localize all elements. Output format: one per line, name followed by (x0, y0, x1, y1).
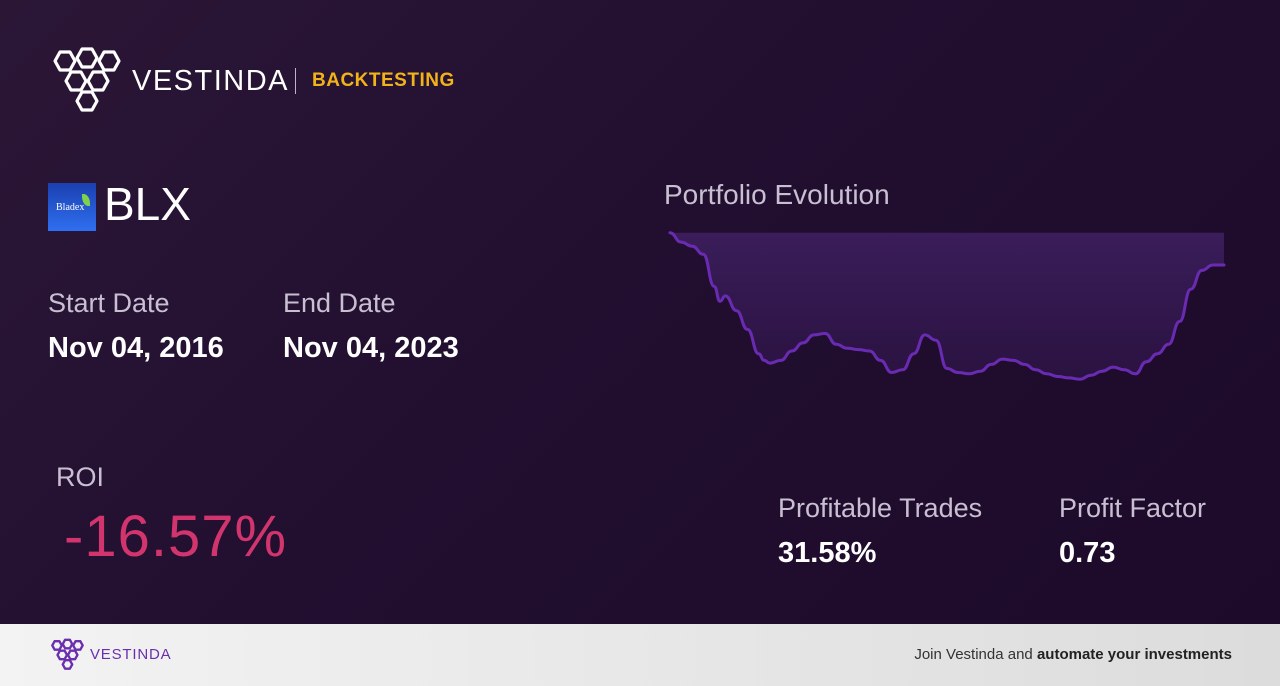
chart-series-line (668, 231, 1226, 381)
end-date-label: End Date (283, 288, 396, 318)
vestinda-hexagon-logo-icon (51, 638, 84, 670)
backtest-card: VESTINDA BACKTESTING Bladex BLX Start Da… (0, 0, 1280, 624)
start-date-label: Start Date (48, 288, 170, 318)
leaf-icon (82, 194, 90, 206)
profitable-trades-label: Profitable Trades (778, 493, 983, 523)
roi-value: -16.57% (64, 504, 288, 569)
profit-factor-value: 0.73 (1059, 537, 1116, 569)
portfolio-evolution-chart (668, 231, 1226, 381)
chart-title: Portfolio Evolution (664, 179, 890, 210)
brand-divider (295, 68, 296, 94)
ticker-logo-text: Bladex (56, 202, 85, 213)
section-label: BACKTESTING (312, 70, 455, 91)
brand-name: VESTINDA (132, 65, 290, 97)
footer-brand-name: VESTINDA (90, 646, 172, 663)
ticker-symbol: BLX (104, 178, 191, 230)
footer (0, 624, 1280, 686)
start-date-value: Nov 04, 2016 (48, 332, 224, 364)
footer-cta[interactable]: Join Vestinda and automate your investme… (914, 646, 1232, 664)
footer-cta-bold: automate your investments (1036, 646, 1232, 663)
roi-label: ROI (56, 462, 105, 492)
chart-area-fill (670, 232, 1224, 380)
ticker-logo: Bladex (48, 183, 96, 231)
footer-cta-prefix: Join Vestinda and (914, 646, 1037, 663)
vestinda-hexagon-logo-icon (53, 47, 121, 112)
profit-factor-label: Profit Factor (1059, 493, 1207, 523)
end-date-value: Nov 04, 2023 (283, 332, 459, 364)
profitable-trades-value: 31.58% (778, 537, 877, 569)
